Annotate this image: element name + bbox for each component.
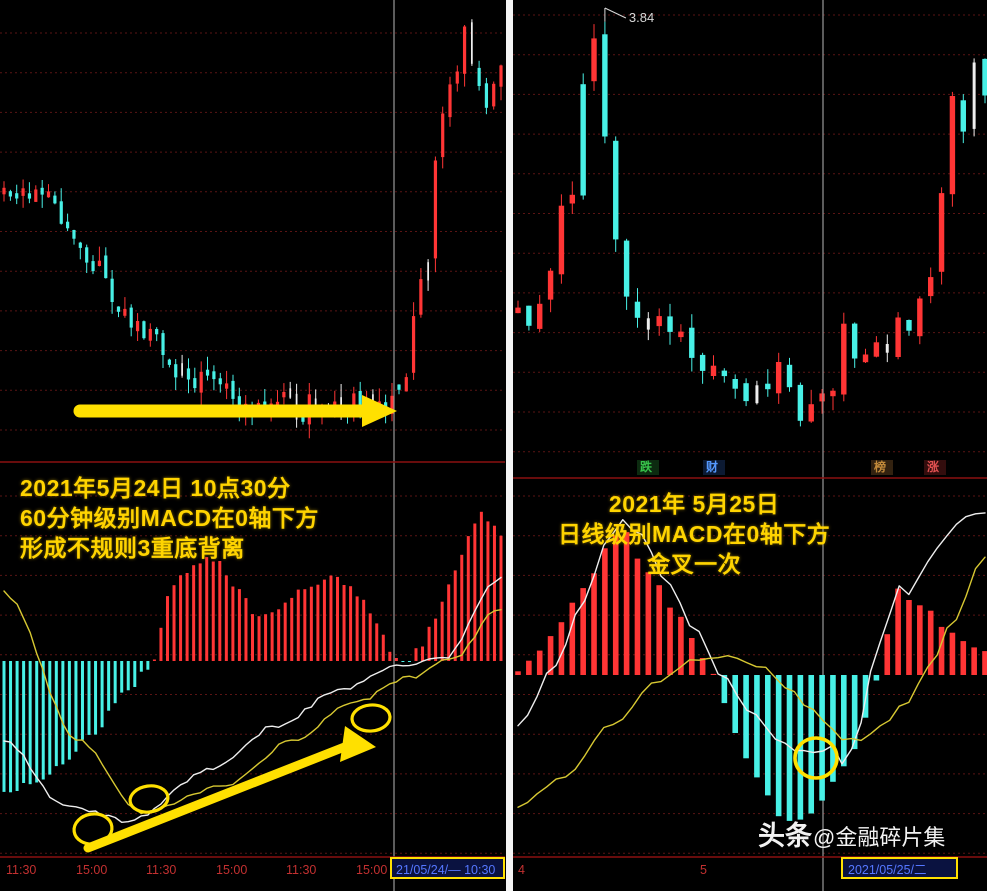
svg-text:2021/05/25/二: 2021/05/25/二: [848, 863, 927, 877]
svg-text:榜: 榜: [874, 459, 886, 474]
svg-text:15:00: 15:00: [216, 863, 247, 877]
svg-text:5: 5: [700, 863, 707, 877]
svg-text:11:30: 11:30: [6, 863, 36, 877]
svg-text:11:30: 11:30: [286, 863, 316, 877]
svg-text:11:30: 11:30: [146, 863, 176, 877]
svg-text:@金融碎片集: @金融碎片集: [813, 825, 945, 850]
svg-text:财: 财: [705, 459, 718, 474]
svg-text:21/05/24/— 10:30: 21/05/24/— 10:30: [396, 863, 495, 877]
svg-text:15:00: 15:00: [356, 863, 387, 877]
svg-text:头条: 头条: [758, 821, 813, 851]
svg-text:4: 4: [518, 863, 525, 877]
svg-text:涨: 涨: [927, 459, 939, 474]
svg-text:跌: 跌: [640, 459, 653, 474]
svg-text:15:00: 15:00: [76, 863, 107, 877]
svg-text:3.84: 3.84: [629, 10, 654, 25]
